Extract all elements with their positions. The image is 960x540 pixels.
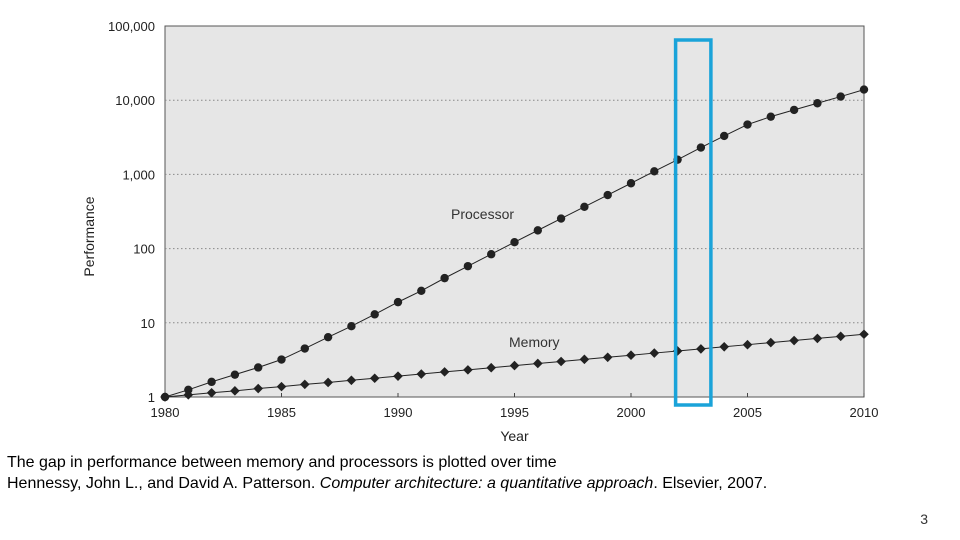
memory-marker xyxy=(346,375,357,386)
processor-marker xyxy=(650,167,659,176)
memory-marker xyxy=(719,341,729,352)
memory-marker xyxy=(533,358,543,369)
memory-marker xyxy=(230,386,240,396)
page-number: 3 xyxy=(920,511,928,527)
processor-marker xyxy=(813,99,822,108)
processor-marker xyxy=(720,131,729,141)
memory-marker xyxy=(300,379,310,390)
x-axis-ticks: 1980 1985 1990 1995 2000 2005 2010 xyxy=(151,393,879,420)
processor-marker xyxy=(743,120,752,129)
memory-marker xyxy=(696,344,706,354)
series-layer xyxy=(160,85,869,402)
performance-chart: 1 10 100 1,000 10,000 100,000 1980 1985 1990 199… xyxy=(81,19,879,444)
memory-marker xyxy=(393,371,403,381)
y-tick-label: 1 xyxy=(148,390,155,405)
processor-marker xyxy=(230,370,240,379)
x-axis-label: Year xyxy=(500,428,529,444)
y-tick-label: 100,000 xyxy=(108,19,155,34)
processor-marker xyxy=(254,363,263,372)
memory-marker xyxy=(766,337,776,348)
processor-marker xyxy=(533,226,542,235)
memory-marker xyxy=(416,369,427,379)
processor-marker xyxy=(696,143,706,152)
memory-marker xyxy=(812,333,823,344)
memory-marker xyxy=(626,350,636,360)
y-axis-label: Performance xyxy=(81,196,97,276)
processor-marker xyxy=(347,321,356,331)
series-labels: Processor Memory xyxy=(451,206,560,350)
processor-marker xyxy=(440,273,449,283)
memory-marker xyxy=(463,365,473,375)
processor-label: Processor xyxy=(451,206,514,222)
x-tick-label: 2010 xyxy=(850,405,879,420)
memory-label: Memory xyxy=(509,334,560,350)
memory-marker xyxy=(742,339,753,350)
citation-publisher: . Elsevier, 2007. xyxy=(653,475,768,492)
processor-marker xyxy=(417,286,426,295)
processor-marker xyxy=(184,385,193,395)
processor-marker xyxy=(370,310,379,319)
processor-marker xyxy=(556,214,566,223)
x-tick-label: 2000 xyxy=(617,405,646,420)
y-tick-label: 10,000 xyxy=(115,93,155,108)
citation-title: Computer architecture: a quantitative ap… xyxy=(319,475,654,492)
memory-marker xyxy=(160,392,170,402)
processor-marker xyxy=(836,92,845,101)
grid-lines xyxy=(165,99,864,324)
processor-marker xyxy=(323,332,333,342)
processor-marker xyxy=(487,250,496,259)
memory-marker xyxy=(323,377,333,388)
memory-marker xyxy=(556,356,566,367)
processor-marker xyxy=(603,190,612,200)
processor-marker xyxy=(207,377,216,387)
caption-line-1: The gap in performance between memory an… xyxy=(7,454,557,471)
processor-marker xyxy=(277,355,286,364)
caption: The gap in performance between memory an… xyxy=(7,452,767,494)
y-tick-label: 100 xyxy=(133,242,155,257)
memory-marker xyxy=(486,362,496,373)
processor-marker xyxy=(580,202,589,211)
memory-marker xyxy=(649,348,660,358)
memory-marker xyxy=(439,367,450,377)
memory-marker xyxy=(579,354,590,365)
memory-marker xyxy=(859,329,869,340)
y-tick-label: 10 xyxy=(141,316,155,331)
processor-marker xyxy=(789,105,799,115)
y-axis-ticks: 1 10 100 1,000 10,000 100,000 xyxy=(108,19,155,405)
processor-marker xyxy=(463,261,473,271)
memory-marker xyxy=(789,335,799,346)
x-tick-label: 1995 xyxy=(500,405,529,420)
memory-marker xyxy=(206,387,217,398)
processor-marker xyxy=(510,237,519,247)
processor-marker xyxy=(626,179,636,188)
x-tick-label: 2005 xyxy=(733,405,762,420)
memory-marker xyxy=(253,383,263,394)
x-tick-label: 1985 xyxy=(267,405,296,420)
processor-marker xyxy=(859,85,869,94)
memory-marker xyxy=(183,390,194,400)
processor-marker xyxy=(300,344,309,353)
processor-marker xyxy=(393,297,403,307)
memory-marker xyxy=(509,360,520,371)
memory-marker xyxy=(602,352,613,363)
highlight-box xyxy=(673,38,713,407)
caption-line-2: Hennessy, John L., and David A. Patterso… xyxy=(7,473,767,494)
x-tick-label: 1990 xyxy=(384,405,413,420)
x-tick-label: 1980 xyxy=(151,405,180,420)
memory-marker xyxy=(835,331,846,342)
processor-marker xyxy=(766,112,775,121)
citation-authors: Hennessy, John L., and David A. Patterso… xyxy=(7,475,320,492)
memory-marker xyxy=(369,373,380,384)
memory-marker xyxy=(276,381,287,392)
plot-area xyxy=(164,25,865,398)
y-tick-label: 1,000 xyxy=(122,167,155,182)
